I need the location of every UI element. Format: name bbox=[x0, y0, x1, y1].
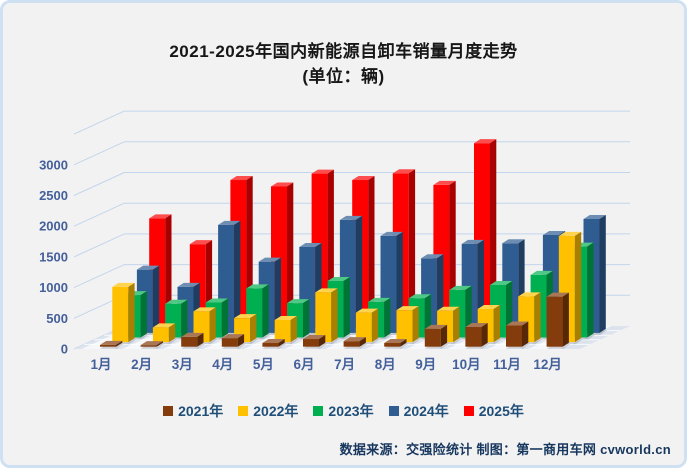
x-axis-label: 12月 bbox=[533, 357, 562, 372]
bar-2021年-2月 bbox=[140, 341, 165, 349]
y-axis-label: 2500 bbox=[39, 188, 68, 203]
bar-2022年-7月 bbox=[355, 308, 380, 345]
bar-2021年-7月 bbox=[343, 337, 368, 349]
x-axis-label: 4月 bbox=[212, 357, 233, 372]
legend-item-2025年: 2025年 bbox=[463, 401, 524, 421]
sidewall-gridline bbox=[73, 233, 125, 258]
x-axis-label: 8月 bbox=[375, 357, 396, 372]
bar-2021年-12月 bbox=[546, 292, 571, 349]
x-axis-label: 10月 bbox=[452, 357, 481, 372]
x-axis-label: 9月 bbox=[415, 357, 436, 372]
bar-2021年-1月 bbox=[100, 340, 124, 349]
bar-2021年-4月 bbox=[221, 334, 246, 349]
sidewall-gridline bbox=[73, 172, 125, 196]
y-axis-label: 0 bbox=[61, 342, 68, 357]
legend-swatch bbox=[238, 406, 249, 416]
bar-2021年-8月 bbox=[384, 339, 409, 349]
sidewall-gridline bbox=[73, 202, 125, 227]
bar-2022年-5月 bbox=[274, 315, 299, 345]
x-axis-label: 1月 bbox=[90, 357, 111, 372]
legend-item-2021年: 2021年 bbox=[163, 401, 223, 421]
x-axis-label: 7月 bbox=[334, 357, 355, 372]
bar-2021年-9月 bbox=[424, 324, 449, 349]
bar-2023年-4月 bbox=[246, 284, 271, 340]
legend-item-2024年: 2024年 bbox=[388, 401, 449, 421]
y-axis-label: 1500 bbox=[39, 249, 68, 264]
bar-2022年-1月 bbox=[112, 282, 137, 345]
bar-chart-3d: 0 500 1000 1500 2000 2500 3000 1月 2月 3月 4月 5月 6月 7月 8月… bbox=[39, 110, 630, 372]
legend-swatch bbox=[388, 406, 399, 416]
x-axis-label: 3月 bbox=[172, 357, 193, 372]
legend-swatch bbox=[163, 406, 174, 416]
y-axis-label: 500 bbox=[46, 311, 68, 326]
legend-label: 2021年 bbox=[178, 403, 224, 419]
legend-label: 2022年 bbox=[253, 403, 299, 419]
bar-2021年-11月 bbox=[506, 321, 530, 349]
legend-label: 2023年 bbox=[328, 403, 374, 419]
legend-swatch bbox=[463, 406, 474, 416]
y-axis-label: 1000 bbox=[39, 280, 68, 295]
sidewall-gridline bbox=[73, 264, 125, 289]
bar-2021年-10月 bbox=[465, 323, 490, 349]
bar-2022年-8月 bbox=[396, 306, 421, 345]
chart-title: 2021-2025年国内新能源自卸车销量月度走势 (单位：辆) bbox=[3, 39, 684, 89]
legend-label: 2025年 bbox=[478, 403, 524, 419]
bar-2021年-6月 bbox=[303, 335, 327, 349]
chart-title-line2: (单位：辆) bbox=[302, 67, 385, 86]
source-note: 数据来源：交强险统计 制图：第一商用车网 cvworld.cn bbox=[339, 442, 671, 457]
sidewall-gridline bbox=[73, 110, 125, 135]
chart-title-line1: 2021-2025年国内新能源自卸车销量月度走势 bbox=[169, 42, 518, 61]
bar-2021年-5月 bbox=[262, 339, 287, 349]
x-axis-label: 5月 bbox=[253, 357, 274, 372]
bar-2021年-3月 bbox=[181, 332, 206, 349]
x-axis-label: 6月 bbox=[293, 357, 314, 372]
legend-item-2022年: 2022年 bbox=[238, 401, 298, 421]
legend-label: 2024年 bbox=[403, 403, 449, 419]
y-axis-label: 3000 bbox=[39, 157, 68, 172]
legend-swatch bbox=[313, 406, 324, 416]
chart-legend: 2021年 2022年 2023年 2024年 2025年 bbox=[3, 401, 684, 421]
bar-2024年-6月 bbox=[339, 215, 364, 335]
x-axis-label: 11月 bbox=[493, 357, 521, 372]
x-axis-label: 2月 bbox=[131, 357, 152, 372]
bar-2022年-2月 bbox=[152, 323, 177, 345]
sidewall-gridline bbox=[73, 141, 125, 166]
y-axis-label: 2000 bbox=[39, 219, 68, 234]
legend-item-2023年: 2023年 bbox=[313, 401, 374, 421]
